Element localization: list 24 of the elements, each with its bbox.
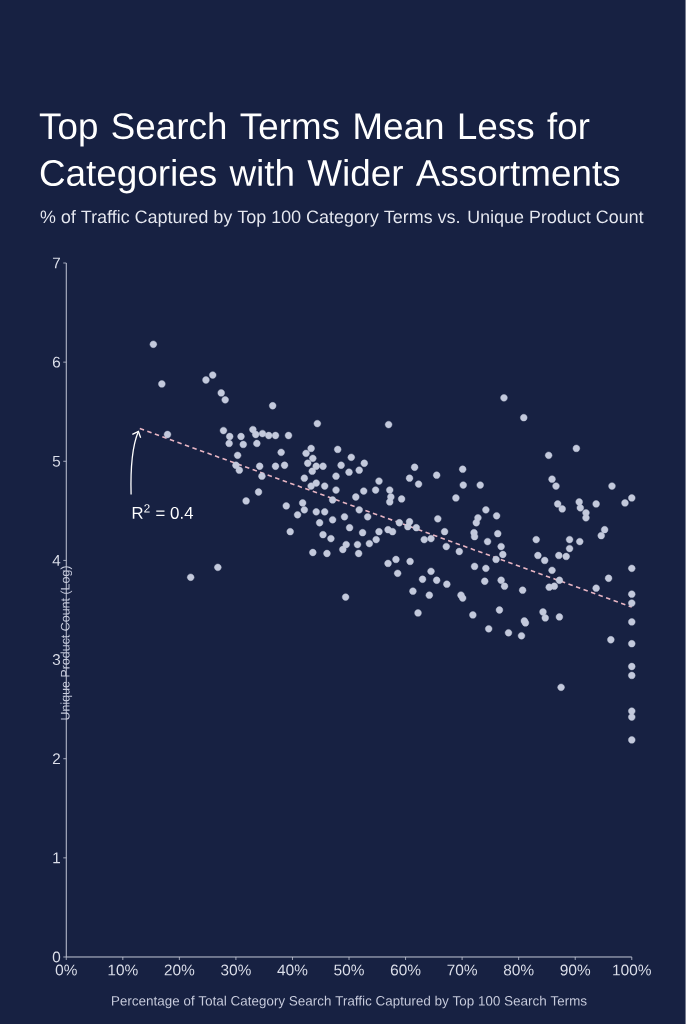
x-tick-label: 90%	[560, 964, 591, 976]
x-tick-label: 80%	[504, 964, 534, 976]
y-tick-label: 3	[52, 654, 61, 666]
y-tick-label: 6	[53, 356, 61, 368]
y-tick-label: 7	[53, 257, 61, 269]
chart-title: Top Search Terms Mean Less for Categories with Wider Assortments	[39, 112, 620, 194]
chart-subtitle: % of Traffic Captured by Top 100 Category Terms vs. Unique Product Count	[40, 209, 644, 227]
y-tick-label: 5	[52, 455, 61, 467]
x-tick-label: 0%	[55, 964, 77, 976]
y-tick-label: 2	[53, 753, 61, 765]
x-tick-label: 60%	[391, 964, 421, 976]
x-tick-label: 20%	[164, 964, 195, 976]
x-tick-label: 40%	[277, 964, 308, 976]
y-tick-label: 1	[53, 852, 61, 864]
y-tick-label: 0	[52, 951, 61, 963]
annotation: R$^{2}$ = 0.4	[132, 504, 194, 519]
x-tick-label: 50%	[334, 964, 365, 976]
x-tick-label: 10%	[108, 964, 138, 976]
y-tick-label: 4	[52, 555, 61, 566]
x-axis-title: Percentage of Total Category Search Traffic Captured by Top 100 Search Terms	[112, 995, 587, 1009]
y-axis-title: Unique Product Count (Log)	[60, 566, 73, 720]
x-tick-label: 70%	[447, 964, 478, 976]
x-tick-label: 30%	[221, 964, 251, 976]
x-tick-label: 100%	[613, 964, 652, 976]
